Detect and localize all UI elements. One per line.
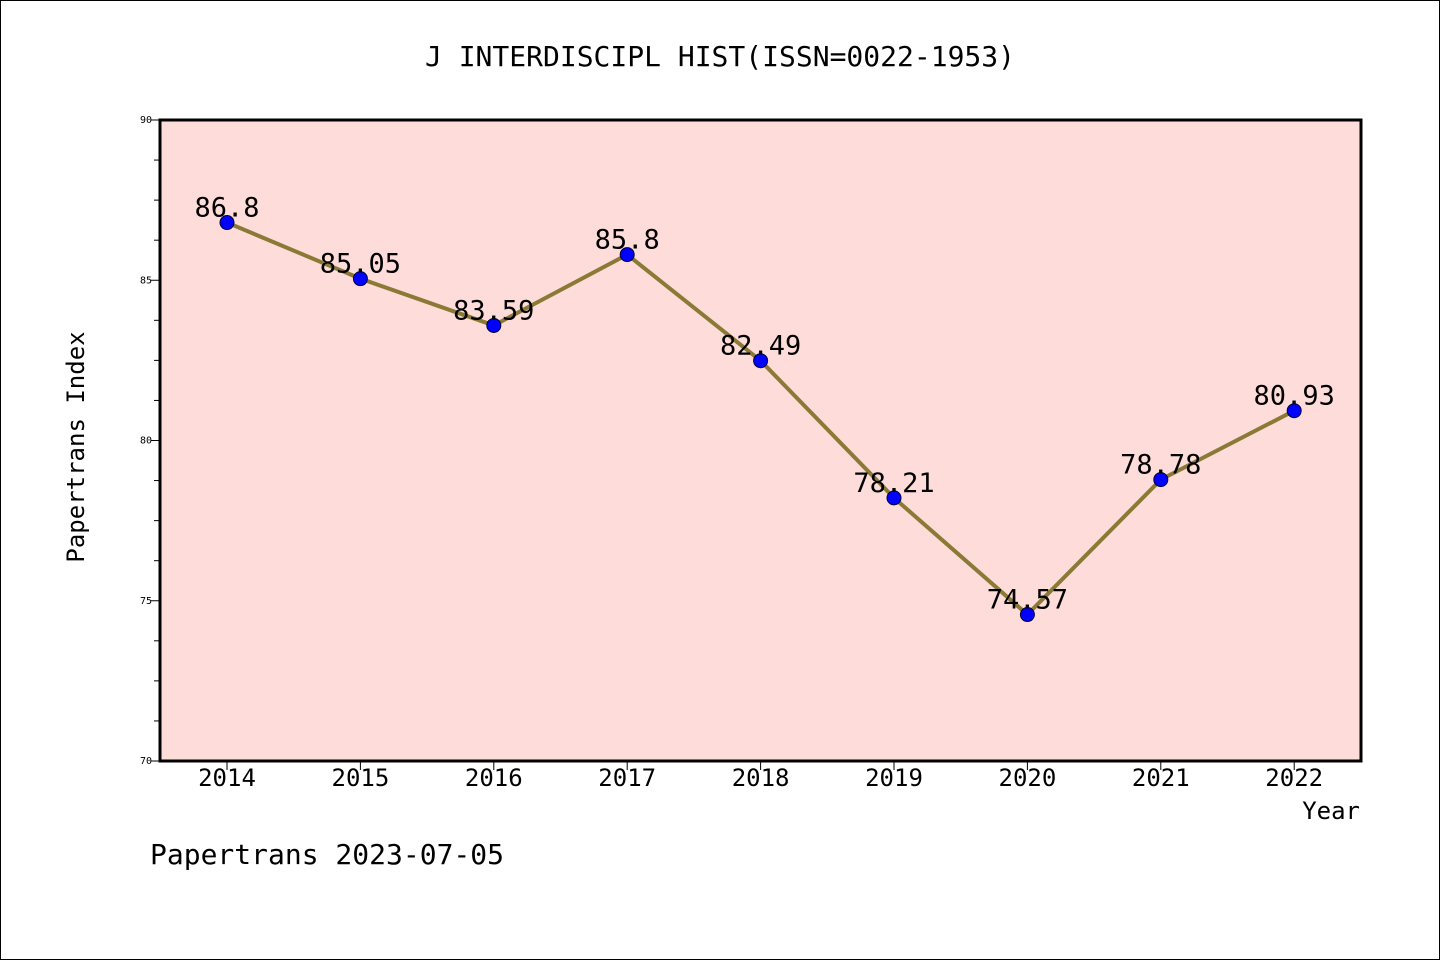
- x-tick-label: 2020: [999, 764, 1057, 792]
- data-label: 85.05: [320, 249, 401, 280]
- data-point: [753, 353, 769, 369]
- data-point: [219, 215, 235, 231]
- data-point: [1153, 472, 1169, 488]
- data-point: [352, 271, 368, 287]
- y-axis-label: Papertrans Index: [62, 331, 90, 562]
- x-tick-label: 2019: [865, 764, 923, 792]
- chart-title: J INTERDISCIPL HIST(ISSN=0022-1953): [425, 40, 1015, 73]
- x-tick-label: 2015: [332, 764, 390, 792]
- data-point: [486, 317, 502, 333]
- data-point: [1286, 403, 1302, 419]
- x-tick-label: 2021: [1132, 764, 1190, 792]
- data-label: 74.57: [987, 585, 1068, 616]
- data-point: [619, 247, 635, 263]
- data-label: 82.49: [720, 331, 801, 362]
- data-point: [1019, 607, 1035, 623]
- x-tick-label: 2017: [598, 764, 656, 792]
- x-tick-label: 2018: [732, 764, 790, 792]
- plot-frame: [158, 118, 1363, 763]
- x-axis-label: Year: [1302, 797, 1360, 825]
- data-point: [886, 490, 902, 506]
- y-tick-label: 70: [140, 756, 152, 767]
- y-tick-labels: 70 75 80 85 90: [140, 115, 152, 767]
- x-tick-labels: 2014 2015 2016 2017 2018 2019 2020 2021 2022: [198, 764, 1323, 792]
- y-tick-label: 75: [140, 596, 152, 607]
- data-label: 78.78: [1120, 450, 1201, 481]
- x-tick-label: 2022: [1265, 764, 1323, 792]
- data-label: 85.8: [595, 225, 660, 256]
- y-tick-label: 80: [140, 436, 152, 447]
- x-tick-label: 2014: [198, 764, 256, 792]
- footer-text: Papertrans 2023-07-05: [150, 838, 504, 871]
- data-label: 83.59: [453, 295, 534, 326]
- data-label: 80.93: [1254, 381, 1335, 412]
- plot-area: [160, 120, 1361, 761]
- data-label: 86.8: [194, 193, 259, 224]
- y-tick-label: 90: [140, 115, 152, 126]
- data-labels: 86.8 85.05 83.59 85.8 82.49 78.21 74.57 78.78 80…: [194, 193, 1334, 616]
- data-points: [219, 215, 1302, 623]
- data-label: 78.21: [853, 468, 934, 499]
- y-tick-label: 85: [140, 275, 152, 286]
- x-tick-label: 2016: [465, 764, 523, 792]
